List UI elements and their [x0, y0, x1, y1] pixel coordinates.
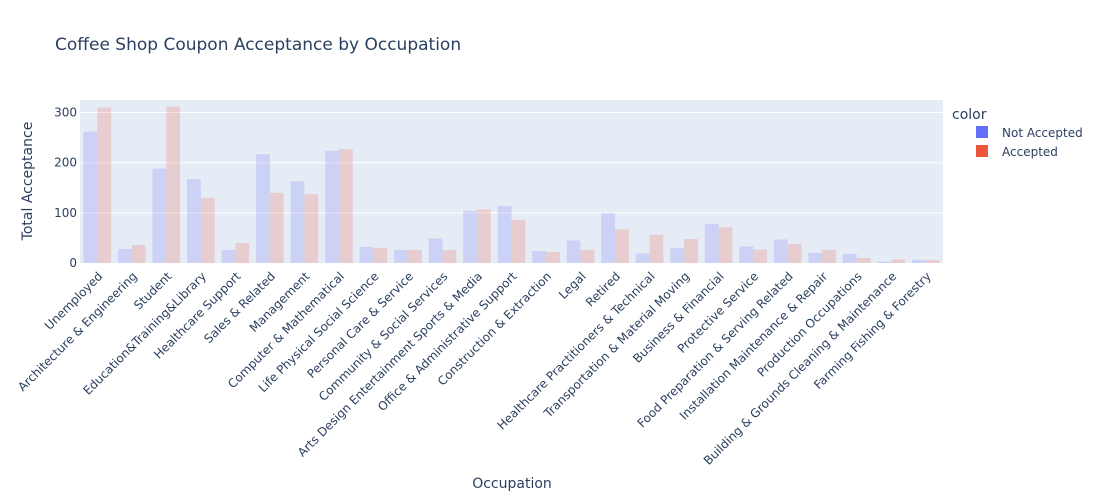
bar-not-accepted-sales-related[interactable]	[256, 154, 270, 263]
y-tick-label: 200	[54, 156, 77, 170]
bar-not-accepted-management[interactable]	[290, 181, 305, 263]
bar-not-accepted-business-financial[interactable]	[704, 223, 719, 263]
x-tick-label: Legal	[556, 269, 589, 302]
legend-swatch-not-accepted[interactable]	[976, 126, 988, 138]
bar-not-accepted-computer-mathematical[interactable]	[325, 150, 339, 263]
y-tick-label: 100	[54, 206, 77, 220]
bar-not-accepted-architecture-engineering[interactable]	[117, 248, 132, 263]
bar-accepted-protective-service[interactable]	[753, 249, 767, 263]
bar-accepted-food-preparation-serving-related[interactable]	[787, 243, 802, 263]
bar-not-accepted-farming-fishing-forestry[interactable]	[911, 259, 926, 263]
legend: color Not Accepted Accepted	[952, 107, 1083, 159]
bar-accepted-unemployed[interactable]	[97, 107, 112, 264]
y-tick-labels: 0 100 200 300	[54, 106, 77, 270]
bar-not-accepted-protective-service[interactable]	[739, 246, 754, 263]
bar-accepted-healthcare-support[interactable]	[235, 242, 250, 263]
bar-not-accepted-production-occupations[interactable]	[842, 253, 857, 263]
bar-not-accepted-food-preparation-serving-related[interactable]	[773, 239, 788, 263]
bar-accepted-legal[interactable]	[580, 249, 595, 263]
y-axis-label: Total Acceptance	[20, 122, 36, 242]
x-tick-label: Unemployed	[42, 269, 106, 333]
bar-not-accepted-office-administrative-support[interactable]	[497, 205, 512, 263]
bar-not-accepted-installation-maintenance-repair[interactable]	[808, 252, 823, 263]
bar-accepted-production-occupations[interactable]	[856, 257, 871, 263]
bar-accepted-building-grounds-cleaning-maintenance[interactable]	[891, 259, 906, 263]
bar-not-accepted-education-training-library[interactable]	[187, 179, 201, 263]
legend-label-accepted[interactable]: Accepted	[1002, 145, 1058, 159]
bar-accepted-personal-care-service[interactable]	[407, 249, 422, 263]
bar-accepted-retired[interactable]	[615, 229, 629, 263]
bar-not-accepted-life-physical-social-science[interactable]	[359, 246, 374, 263]
bar-accepted-transportation-material-moving[interactable]	[684, 238, 698, 263]
bar-not-accepted-legal[interactable]	[566, 240, 581, 263]
bar-accepted-community-social-services[interactable]	[442, 249, 457, 263]
bar-accepted-life-physical-social-science[interactable]	[373, 247, 388, 263]
bar-accepted-construction-extraction[interactable]	[546, 251, 560, 263]
legend-title: color	[952, 107, 987, 123]
bar-not-accepted-personal-care-service[interactable]	[394, 249, 408, 263]
gridlines	[80, 112, 943, 214]
bar-accepted-arts-design-entertainment-sports-media[interactable]	[476, 209, 491, 263]
legend-swatch-accepted[interactable]	[976, 145, 988, 157]
x-tick-label: Management	[247, 269, 313, 335]
legend-label-not-accepted[interactable]: Not Accepted	[1002, 126, 1083, 140]
y-tick-label: 0	[69, 256, 77, 270]
bar-accepted-installation-maintenance-repair[interactable]	[822, 249, 836, 263]
bar-not-accepted-healthcare-support[interactable]	[221, 249, 236, 263]
bar-accepted-sales-related[interactable]	[269, 192, 284, 263]
bar-not-accepted-building-grounds-cleaning-maintenance[interactable]	[877, 261, 892, 263]
plot-area	[80, 100, 943, 263]
bar-not-accepted-retired[interactable]	[601, 213, 616, 263]
bar-not-accepted-unemployed[interactable]	[83, 131, 98, 263]
bar-accepted-architecture-engineering[interactable]	[131, 244, 146, 263]
x-axis-label: Occupation	[472, 476, 552, 492]
bar-not-accepted-healthcare-practitioners-technical[interactable]	[635, 253, 650, 263]
bar-not-accepted-student[interactable]	[152, 168, 167, 263]
bar-accepted-education-training-library[interactable]	[200, 197, 215, 263]
bar-not-accepted-transportation-material-moving[interactable]	[670, 247, 685, 263]
bars	[83, 106, 940, 264]
bar-accepted-office-administrative-support[interactable]	[511, 219, 526, 263]
bar-not-accepted-community-social-services[interactable]	[428, 238, 443, 263]
bar-accepted-computer-mathematical[interactable]	[338, 149, 353, 263]
y-tick-label: 300	[54, 106, 77, 120]
bar-not-accepted-construction-extraction[interactable]	[532, 250, 547, 263]
chart-title: Coffee Shop Coupon Acceptance by Occupat…	[55, 35, 461, 55]
bar-accepted-healthcare-practitioners-technical[interactable]	[649, 234, 664, 263]
bar-not-accepted-arts-design-entertainment-sports-media[interactable]	[463, 210, 477, 263]
bar-accepted-management[interactable]	[304, 194, 319, 263]
bar-accepted-farming-fishing-forestry[interactable]	[925, 259, 940, 263]
bar-accepted-business-financial[interactable]	[718, 227, 733, 263]
bar-accepted-student[interactable]	[166, 106, 181, 264]
